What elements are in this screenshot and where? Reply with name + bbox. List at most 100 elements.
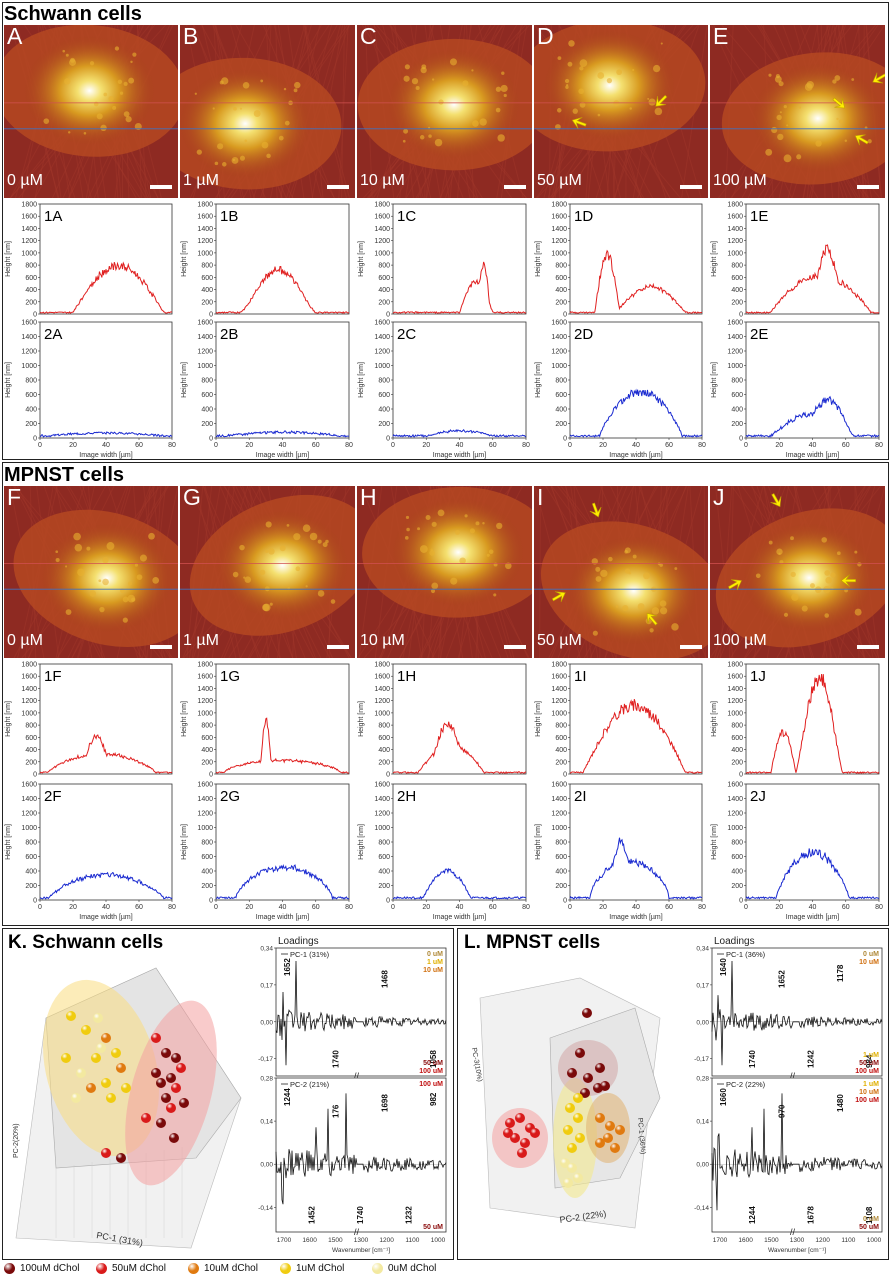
y-tick-label: 1600 <box>727 782 743 789</box>
loading-x-tick: 1300 <box>354 1237 369 1244</box>
y-tick-label: 400 <box>378 869 390 876</box>
y-tick-label: 800 <box>555 263 567 270</box>
height-profile-1a: 0 200 400 600 800 1000 1200 1400 1600 1800 Height … <box>5 202 173 318</box>
legend-item: 50uM dChol <box>96 1263 166 1274</box>
y-tick-label: 1400 <box>21 334 37 341</box>
y-tick-label: 600 <box>731 392 743 399</box>
score-point <box>563 1178 573 1188</box>
loading-x-tick: 1000 <box>867 1237 882 1244</box>
score-point <box>151 1068 161 1078</box>
svg-text://: // <box>790 1227 796 1237</box>
y-tick-label: 200 <box>731 759 743 766</box>
y-tick-label: 400 <box>555 747 567 754</box>
loading-y-tick: 0,14 <box>260 1119 273 1126</box>
peak-label: 1242 <box>807 1050 816 1068</box>
peak-label: 1698 <box>380 1094 389 1112</box>
y-tick-label: 1000 <box>727 825 743 832</box>
loading-y-tick: 0,17 <box>696 982 709 989</box>
x-tick-label: 80 <box>522 442 530 449</box>
y-tick-label: 0 <box>209 772 213 779</box>
x-tick-label: 0 <box>391 904 395 911</box>
y-tick-label: 1200 <box>197 811 213 818</box>
score-point <box>169 1133 179 1143</box>
y-tick-label: 0 <box>386 772 390 779</box>
loading-x-tick: 1700 <box>713 1237 728 1244</box>
profile-line <box>569 249 703 314</box>
y-tick-label: 1200 <box>551 238 567 245</box>
x-tick-label: 0 <box>391 442 395 449</box>
y-tick-label: 1000 <box>374 710 390 717</box>
x-tick-label: 20 <box>599 442 607 449</box>
score-point <box>605 1121 615 1131</box>
y-tick-label: 1800 <box>197 662 213 669</box>
y-tick-label: 800 <box>555 378 567 385</box>
x-tick-label: 60 <box>842 904 850 911</box>
profile-label: 2H <box>397 788 416 805</box>
profile-line <box>39 871 173 900</box>
y-tick-label: 600 <box>378 392 390 399</box>
y-tick-label: 1000 <box>197 825 213 832</box>
y-tick-label: 1000 <box>551 710 567 717</box>
profile-label: 2B <box>220 326 238 343</box>
score-point <box>71 1093 81 1103</box>
y-axis-label: Height [nm] <box>5 701 12 737</box>
y-tick-label: 1400 <box>551 796 567 803</box>
svg-text://: // <box>354 1071 360 1081</box>
y-axis-label: Height [nm] <box>535 701 542 737</box>
loading-legend-entry: 100 uM <box>419 1081 443 1088</box>
score-point <box>573 1093 583 1103</box>
y-tick-label: 1600 <box>197 214 213 221</box>
score-point <box>563 1125 573 1135</box>
y-tick-label: 1200 <box>21 238 37 245</box>
image-letter: G <box>183 484 201 510</box>
x-tick-label: 40 <box>632 442 640 449</box>
y-tick-label: 600 <box>731 854 743 861</box>
score-point <box>567 1163 577 1173</box>
height-profile-1j: 0 200 400 600 800 1000 1200 1400 1600 1800 Height … <box>711 662 880 778</box>
x-axis-label: Image width [µm] <box>256 914 309 921</box>
y-axis-label: Height [nm] <box>535 241 542 277</box>
y-tick-label: 1600 <box>374 782 390 789</box>
score-point <box>530 1128 540 1138</box>
y-tick-label: 400 <box>25 869 37 876</box>
y-axis-label: Height [nm] <box>358 824 365 860</box>
score-point <box>580 1088 590 1098</box>
afm-image-a <box>4 25 178 198</box>
y-tick-label: 1600 <box>21 214 37 221</box>
y-tick-label: 600 <box>555 735 567 742</box>
y-tick-label: 200 <box>378 421 390 428</box>
loading-x-tick: 1500 <box>328 1237 343 1244</box>
loading-y-tick: 0,28 <box>260 1076 273 1083</box>
image-letter: A <box>7 23 23 49</box>
y-tick-label: 1200 <box>727 238 743 245</box>
y-tick-label: 1800 <box>727 202 743 209</box>
loading-legend-entry: 10 uM <box>859 959 879 966</box>
y-tick-label: 200 <box>378 299 390 306</box>
loading-pc-label: PC-2 (21%) <box>290 1080 330 1089</box>
yellow-arrow-icon <box>589 502 602 518</box>
schwann-section <box>2 2 889 460</box>
panel-k <box>2 928 454 1260</box>
x-tick-label: 60 <box>489 904 497 911</box>
profile-line <box>392 429 527 438</box>
y-tick-label: 200 <box>25 759 37 766</box>
y-tick-label: 600 <box>201 275 213 282</box>
profile-line <box>745 673 880 774</box>
height-profile-1h: 0 200 400 600 800 1000 1200 1400 1600 1800 Height … <box>358 662 527 779</box>
x-tick-label: 80 <box>875 904 883 911</box>
loading-y-tick: 0,00 <box>696 1019 709 1026</box>
score-point <box>505 1118 515 1128</box>
x-tick-label: 80 <box>345 904 353 911</box>
score-y-label: PC-3(10%) <box>470 1047 483 1082</box>
y-tick-label: 1400 <box>197 686 213 693</box>
score-point <box>76 1068 86 1078</box>
score-point <box>156 1118 166 1128</box>
mpnst-section <box>2 462 889 926</box>
concentration-label: 100 µM <box>713 632 767 649</box>
score-point <box>610 1143 620 1153</box>
profile-line <box>39 733 173 774</box>
y-tick-label: 0 <box>386 436 390 443</box>
